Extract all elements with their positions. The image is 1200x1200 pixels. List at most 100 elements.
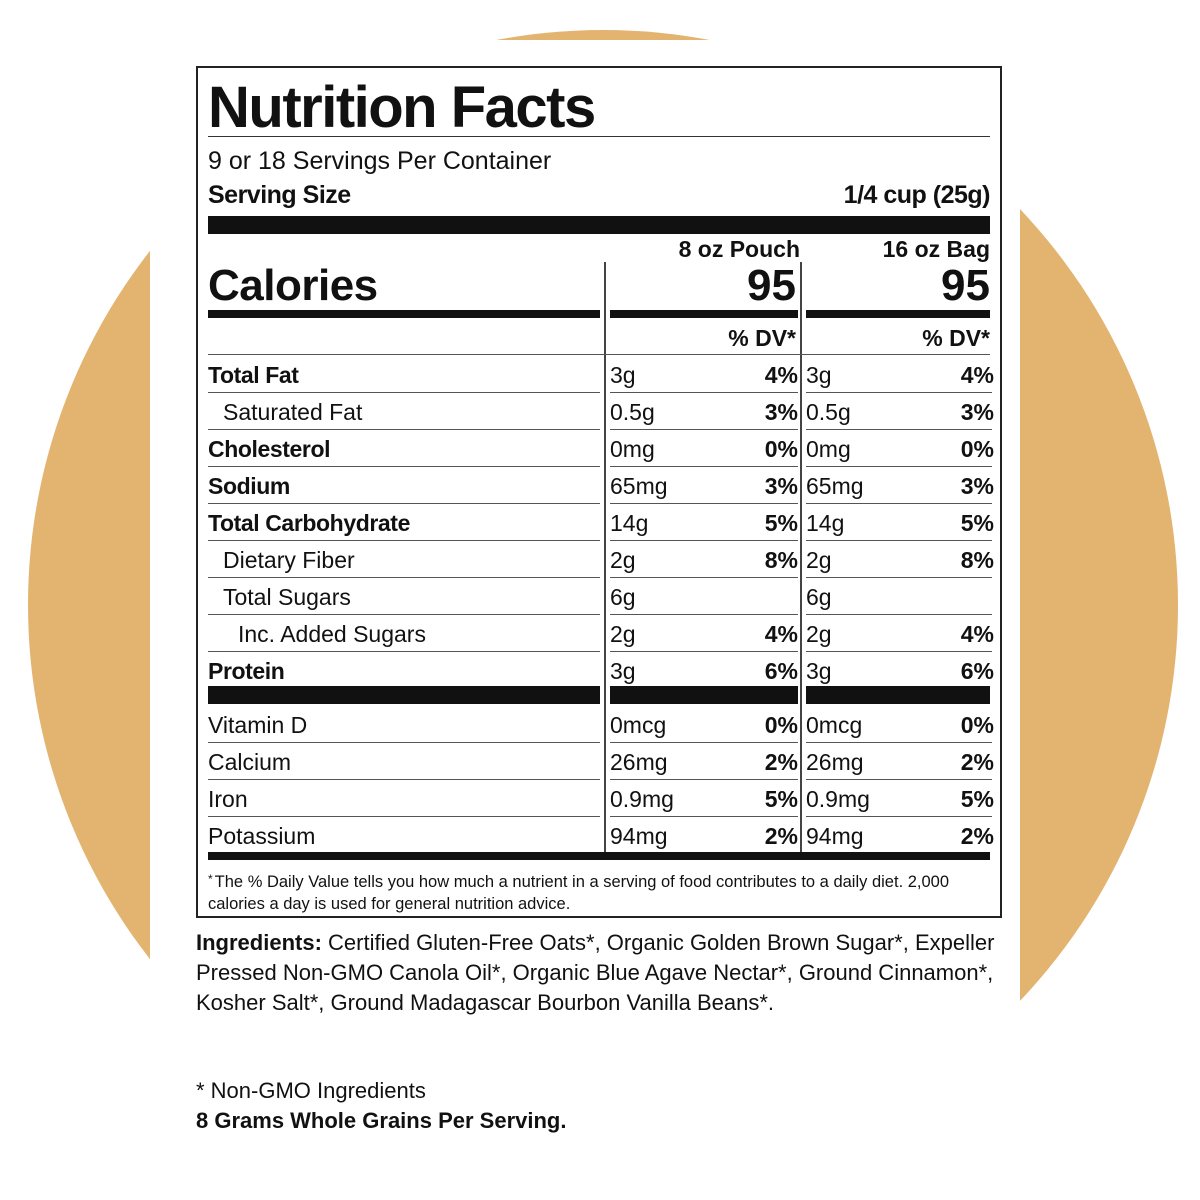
non-gmo-note: * Non-GMO Ingredients [196, 1078, 426, 1103]
nutrient-name: Sodium [208, 473, 290, 499]
row-divider [610, 392, 798, 393]
nutrient-amount-pouch: 2g [610, 547, 636, 573]
thick-divider-vitamins-right [806, 686, 990, 704]
nutrient-amount-bag: 3g [806, 362, 832, 388]
nutrient-amount-pouch: 3g [610, 362, 636, 388]
row-divider [208, 466, 600, 467]
row-divider [806, 503, 992, 504]
nutrient-dv-bag: 2% [960, 749, 994, 775]
row-divider [806, 577, 992, 578]
thick-divider-vitamins-mid [610, 686, 798, 704]
nutrient-dv-pouch: 4% [764, 362, 798, 388]
nutrient-amount-bag: 2g [806, 621, 832, 647]
nutrient-dv-pouch: 0% [764, 712, 798, 738]
nutrient-name: Calcium [208, 749, 292, 775]
row-divider [806, 540, 992, 541]
nutrition-facts-title: Nutrition Facts [208, 75, 596, 140]
row-divider [610, 651, 798, 652]
calories-value-bag: 95 [941, 261, 990, 310]
nutrient-dv-pouch: 4% [764, 621, 798, 647]
table-row: Dietary Fiber 2g 8% 2g 8% [198, 541, 1004, 578]
ingredients-text: Certified Gluten-Free Oats*, Organic Gol… [196, 930, 995, 1015]
nutrient-dv-bag: 0% [960, 712, 994, 738]
row-divider [610, 466, 798, 467]
nutrient-name: Total Sugars [223, 584, 351, 610]
nutrient-dv-pouch: 2% [764, 823, 798, 849]
footnote-text: The % Daily Value tells you how much a n… [208, 873, 950, 913]
nutrient-dv-pouch: 8% [764, 547, 798, 573]
row-divider [208, 742, 600, 743]
row-divider [806, 392, 992, 393]
thick-divider-top [208, 216, 990, 234]
nutrient-name: Cholesterol [208, 436, 331, 462]
footnote-asterisk: * [208, 872, 213, 886]
dv-header-bag: % DV* [922, 325, 990, 351]
table-row: Iron 0.9mg 5% 0.9mg 5% [198, 780, 1004, 817]
column-header-bag: 16 oz Bag [882, 236, 990, 262]
calories-divider-left [208, 310, 600, 318]
row-divider [208, 577, 600, 578]
row-divider [610, 503, 798, 504]
row-divider [610, 779, 798, 780]
nutrient-amount-pouch: 6g [610, 584, 636, 610]
column-divider-1 [604, 262, 606, 852]
nutrient-amount-bag: 14g [806, 510, 845, 536]
row-divider [208, 392, 600, 393]
row-divider [806, 614, 992, 615]
nutrient-amount-bag: 2g [806, 547, 832, 573]
row-divider [208, 816, 600, 817]
nutrient-dv-bag: 5% [960, 786, 994, 812]
nutrient-amount-pouch: 0.9mg [610, 786, 674, 812]
row-divider [806, 779, 992, 780]
row-divider [610, 816, 798, 817]
nutrient-amount-pouch: 14g [610, 510, 649, 536]
row-divider [208, 503, 600, 504]
nutrient-dv-bag: 2% [960, 823, 994, 849]
nutrient-dv-bag: 8% [960, 547, 994, 573]
table-row: Total Carbohydrate 14g 5% 14g 5% [198, 504, 1004, 541]
nutrient-amount-bag: 3g [806, 658, 832, 684]
nutrient-dv-pouch: 5% [764, 786, 798, 812]
nutrient-name: Saturated Fat [223, 399, 363, 425]
row-divider [806, 466, 992, 467]
row-divider [208, 614, 600, 615]
table-row: Sodium 65mg 3% 65mg 3% [198, 467, 1004, 504]
nutrition-facts-panel: Nutrition Facts 9 or 18 Servings Per Con… [196, 66, 1002, 918]
table-row: Total Sugars 6g 6g [198, 578, 1004, 615]
nutrient-amount-pouch: 65mg [610, 473, 668, 499]
nutrient-dv-bag: 5% [960, 510, 994, 536]
table-row: Total Fat 3g 4% 3g 4% [198, 356, 1004, 393]
title-divider [208, 136, 990, 137]
nutrient-amount-pouch: 26mg [610, 749, 668, 775]
nutrient-name: Total Carbohydrate [208, 510, 410, 536]
nutrient-amount-pouch: 2g [610, 621, 636, 647]
nutrient-name: Protein [208, 658, 285, 684]
nutrient-amount-bag: 6g [806, 584, 832, 610]
serving-size-row: Serving Size 1/4 cup (25g) [208, 180, 991, 210]
nutrient-name: Inc. Added Sugars [238, 621, 426, 647]
table-row: Vitamin D 0mcg 0% 0mcg 0% [198, 706, 1004, 743]
row-divider [610, 742, 798, 743]
nutrient-name: Iron [208, 786, 248, 812]
nutrient-dv-bag: 4% [960, 621, 994, 647]
nutrient-name: Dietary Fiber [223, 547, 355, 573]
nutrient-amount-bag: 26mg [806, 749, 864, 775]
row-divider [610, 540, 798, 541]
nutrient-name: Total Fat [208, 362, 299, 388]
nutrient-dv-bag: 6% [960, 658, 994, 684]
row-divider [208, 429, 600, 430]
nutrient-dv-bag: 0% [960, 436, 994, 462]
daily-value-footnote: * The % Daily Value tells you how much a … [208, 868, 998, 915]
nutrient-name: Potassium [208, 823, 316, 849]
calories-value-pouch: 95 [747, 261, 796, 310]
ingredients-label: Ingredients: [196, 930, 322, 955]
row-divider [208, 779, 600, 780]
nutrient-dv-pouch: 2% [764, 749, 798, 775]
table-row: Saturated Fat 0.5g 3% 0.5g 3% [198, 393, 1004, 430]
nutrient-amount-pouch: 0mcg [610, 712, 667, 738]
row-divider [806, 816, 992, 817]
nutrient-dv-bag: 3% [960, 473, 994, 499]
table-row: Inc. Added Sugars 2g 4% 2g 4% [198, 615, 1004, 652]
nutrient-amount-bag: 0mcg [806, 712, 863, 738]
ingredients-block: Ingredients: Certified Gluten-Free Oats*… [196, 928, 996, 1018]
